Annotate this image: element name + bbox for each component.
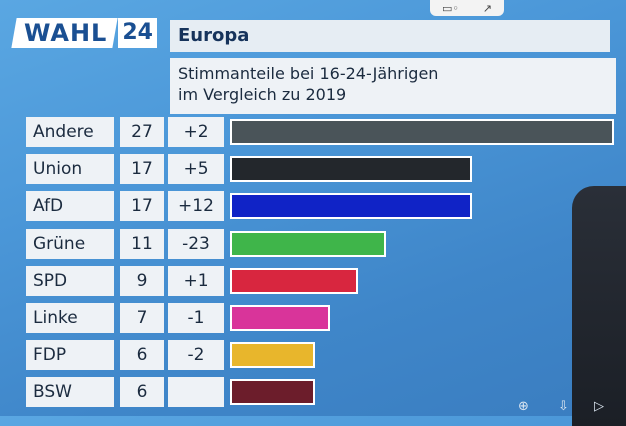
party-name: Union [26,154,114,185]
party-name: AfD [26,191,114,222]
logo-wahl: WAHL [11,18,119,48]
change-vs-2019: +2 [168,117,224,147]
subtitle-line-2: im Vergleich zu 2019 [178,85,347,104]
vote-share: 27 [120,117,164,147]
bar-track [230,191,616,221]
wahl24-logo: WAHL 24 [11,18,157,48]
change-vs-2019: +1 [168,265,224,296]
play-icon[interactable]: ▷ [594,399,604,414]
bar-track [230,229,616,259]
vote-share: 7 [120,303,164,333]
party-name: BSW [26,377,114,408]
logo-24: 24 [118,18,157,48]
party-name: Grüne [26,228,114,259]
presenter-silhouette [572,186,626,426]
vote-share: 17 [120,154,164,185]
party-name: Linke [26,303,114,333]
region-title: Europa [170,20,610,52]
party-name: SPD [26,265,114,296]
bar [230,193,472,220]
bar-track [230,340,616,370]
change-vs-2019: -1 [168,303,224,333]
change-vs-2019 [168,377,224,408]
party-name: Andere [26,117,114,147]
bar [230,230,386,257]
change-vs-2019: +12 [168,191,224,222]
change-vs-2019: -23 [168,228,224,259]
change-vs-2019: +5 [168,154,224,185]
bar-track [230,377,616,407]
download-icon[interactable]: ⇩ [558,399,569,414]
change-vs-2019: -2 [168,340,224,371]
bar-track [230,117,616,147]
bar-track [230,266,616,296]
bar [230,267,358,294]
vote-share: 17 [120,191,164,222]
video-overlay-controls: ▭◦ ↗ [430,0,504,16]
bar-track [230,154,616,184]
vote-share: 11 [120,228,164,259]
vote-share: 9 [120,265,164,296]
vote-share: 6 [120,377,164,408]
bar [230,305,330,331]
bar [230,342,315,369]
zoom-icon[interactable]: ⊕ [518,399,529,414]
subtitle-line-1: Stimmanteile bei 16-24-Jährigen [178,64,439,83]
chart-subtitle: Stimmanteile bei 16-24-Jährigen im Vergl… [170,58,616,114]
vote-share: 6 [120,340,164,371]
bar-track [230,303,616,333]
bar [230,119,614,145]
share-icon[interactable]: ↗ [482,1,493,15]
party-name: FDP [26,340,114,371]
bar [230,156,472,183]
bar [230,379,315,406]
screen-icon[interactable]: ▭◦ [441,1,459,15]
